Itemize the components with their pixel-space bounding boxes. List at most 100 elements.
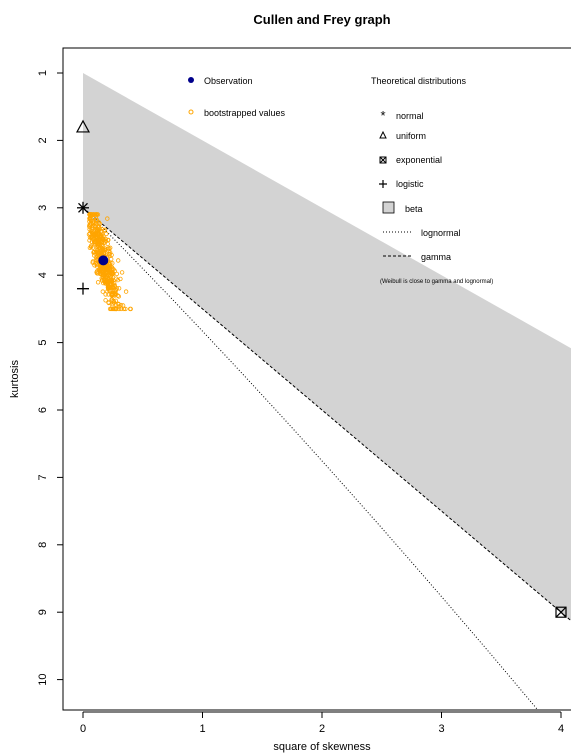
bootstrap-point (100, 289, 105, 294)
legend-normal: * normal (380, 108, 423, 123)
beta-region (83, 73, 571, 621)
gamma-line (82, 207, 571, 622)
bootstrap-point (108, 256, 114, 262)
bootstrap-point (100, 272, 105, 277)
x-tick-label: 4 (558, 723, 564, 735)
legend-lognormal: lognormal (383, 228, 461, 238)
bootstrap-point (87, 235, 93, 240)
legend-bootstrapped-label: bootstrapped values (204, 108, 286, 118)
uniform-legend-symbol (379, 130, 387, 139)
bootstrap-point (95, 280, 101, 285)
bootstrap-point (123, 289, 129, 294)
uniform-marker (75, 119, 91, 133)
bootstrap-point (101, 228, 107, 233)
bootstrap-point (90, 212, 96, 217)
legend-exponential-label: exponential (396, 155, 442, 165)
bootstrap-point (115, 277, 121, 283)
y-tick-label: 3 (37, 205, 49, 211)
bootstrap-point (116, 294, 121, 299)
bootstrap-point (94, 226, 99, 232)
legend-uniform-label: uniform (396, 131, 426, 141)
bootstrap-point (105, 216, 110, 221)
bootstrap-point (118, 276, 123, 282)
bootstrap-point (104, 265, 109, 270)
bootstrap-point (95, 271, 101, 276)
y-tick-label: 6 (37, 407, 49, 413)
x-axis-label: square of skewness (273, 741, 371, 753)
bootstrap-point (111, 300, 117, 305)
exponential-legend-symbol (379, 156, 387, 164)
bootstrap-point (88, 218, 94, 223)
y-tick-label: 7 (37, 474, 49, 480)
bootstrap-point (112, 268, 118, 274)
bootstrap-point (123, 306, 128, 312)
bootstrap-point (98, 241, 103, 247)
bootstrapped-values (86, 212, 133, 312)
legend-observation: Observation (188, 76, 253, 86)
bootstrap-point (109, 281, 114, 287)
bootstrap-point (107, 306, 113, 312)
bootstrap-point (95, 231, 101, 236)
bootstrap-point (95, 250, 101, 256)
bootstrap-point (95, 241, 101, 247)
y-tick-label: 2 (37, 137, 49, 143)
normal-marker (77, 201, 89, 214)
bootstrap-point (89, 235, 95, 240)
bootstrap-point (106, 275, 111, 281)
exponential-marker (555, 606, 567, 618)
bootstrap-point (116, 302, 121, 307)
y-tick-label: 1 (37, 70, 49, 76)
legend-theoretical-title: Theoretical distributions (371, 76, 467, 86)
normal-legend-symbol: * (380, 108, 385, 123)
bootstrap-point (109, 252, 114, 258)
legend-lognormal-label: lognormal (421, 228, 461, 238)
y-tick-label: 4 (37, 272, 49, 278)
bootstrap-point (105, 237, 111, 243)
bootstrap-point (116, 304, 122, 309)
x-tick-label: 1 (199, 723, 205, 735)
bootstrap-point (95, 248, 101, 253)
bootstrap-point (96, 227, 102, 232)
y-tick-label: 5 (37, 340, 49, 346)
exponential-marker-box (555, 606, 567, 618)
distribution-markers (75, 119, 567, 618)
bootstrap-point (113, 306, 119, 312)
legend-logistic: logistic (379, 179, 424, 189)
bootstrap-point (88, 243, 94, 248)
legend-uniform: uniform (379, 130, 426, 141)
logistic-marker (77, 282, 89, 295)
bootstrap-point (92, 212, 98, 217)
observation-legend-symbol (188, 77, 194, 83)
observation-point (98, 255, 109, 266)
normal-marker-stroke (78, 202, 88, 213)
exponential-legend-cross (379, 156, 387, 164)
bootstrap-point (121, 306, 126, 312)
bootstrap-point (102, 246, 108, 251)
bootstrap-point (92, 263, 97, 268)
bootstrap-point (116, 286, 122, 291)
bootstrap-point (105, 246, 111, 251)
bootstrap-point (91, 239, 97, 245)
legend-bootstrapped: bootstrapped values (188, 108, 286, 118)
bootstrap-point (99, 232, 105, 237)
legend-observation-label: Observation (204, 76, 253, 86)
bootstrap-point (89, 239, 95, 244)
bootstrap-point (87, 222, 92, 227)
logistic-legend-symbol (379, 180, 387, 188)
legend-logistic-label: logistic (396, 179, 424, 189)
bootstrap-point (128, 306, 133, 312)
bootstrap-point (106, 300, 111, 305)
bootstrap-point (110, 271, 115, 276)
bootstrap-point (104, 231, 109, 237)
bootstrap-point (105, 281, 110, 286)
bootstrap-point (119, 270, 125, 275)
y-tick-label: 8 (37, 542, 49, 548)
bootstrap-point (109, 292, 115, 297)
bootstrap-point (98, 271, 103, 277)
legend-normal-label: normal (396, 111, 424, 121)
x-tick-label: 0 (80, 723, 86, 735)
bootstrap-point (109, 306, 114, 312)
bootstrap-point (88, 214, 93, 219)
legend-gamma-label: gamma (421, 252, 451, 262)
